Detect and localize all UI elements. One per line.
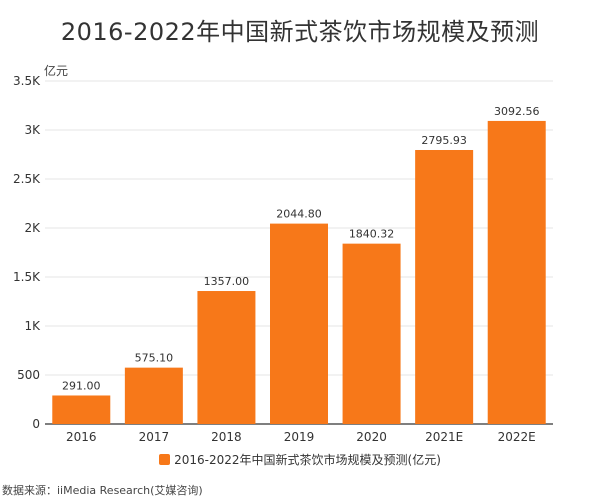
- legend-swatch: [159, 454, 171, 465]
- y-tick-label: 500: [17, 368, 40, 382]
- x-tick-label: 2016: [66, 430, 97, 444]
- x-tick-label: 2017: [139, 430, 170, 444]
- x-tick-label: 2020: [356, 430, 387, 444]
- y-tick-label: 3K: [24, 123, 41, 137]
- y-tick-label: 2K: [24, 221, 41, 235]
- data-label: 3092.56: [494, 105, 540, 118]
- y-tick-label: 2.5K: [13, 172, 41, 186]
- data-label: 575.10: [135, 352, 174, 365]
- x-tick-label: 2018: [211, 430, 242, 444]
- bar-2018: [197, 291, 256, 424]
- chart-title: 2016-2022年中国新式茶饮市场规模及预测: [60, 18, 540, 46]
- data-label: 2795.93: [421, 134, 467, 147]
- source-note: 数据来源：iiMedia Research(艾媒咨询): [2, 484, 203, 497]
- bar-2021E: [415, 149, 474, 425]
- legend[interactable]: 2016-2022年中国新式茶饮市场规模及预测(亿元): [0, 451, 600, 468]
- x-tick-label: 2019: [284, 430, 315, 444]
- bar-2022E: [487, 120, 546, 424]
- bar-2017: [124, 367, 183, 424]
- data-label: 1357.00: [204, 275, 250, 288]
- x-tick-label: 2022E: [498, 430, 536, 444]
- bar-2016: [52, 395, 111, 424]
- data-label: 1840.32: [349, 228, 395, 241]
- y-tick-label: 0: [32, 417, 40, 431]
- y-tick-label: 3.5K: [13, 74, 41, 88]
- y-tick-label: 1K: [24, 319, 41, 333]
- data-label: 2044.80: [276, 208, 322, 221]
- y-axis-unit: 亿元: [44, 64, 69, 78]
- data-label: 291.00: [62, 379, 101, 392]
- bar-2020: [342, 243, 401, 424]
- bar-chart: 0 500 1K 1.5K 2K 2.5K 3K 3.5K 291.00 2016 575.10 20…: [13, 74, 553, 444]
- legend-label: 2016-2022年中国新式茶饮市场规模及预测(亿元): [174, 453, 441, 467]
- y-tick-label: 1.5K: [13, 270, 41, 284]
- bar-2019: [270, 223, 328, 424]
- x-tick-label: 2021E: [425, 430, 463, 444]
